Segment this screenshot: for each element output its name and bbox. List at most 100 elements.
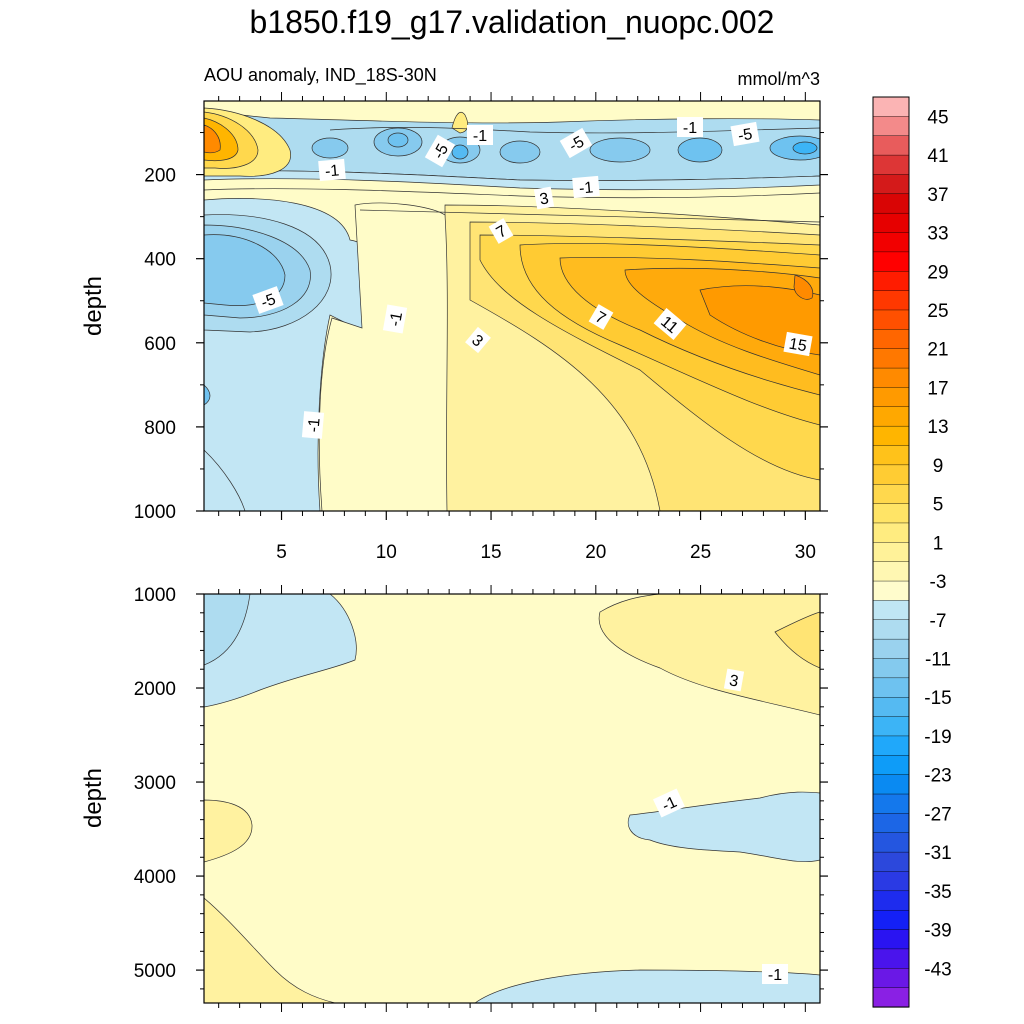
colorbar-label: -7 bbox=[930, 611, 947, 632]
lower-x-axis bbox=[218, 585, 806, 1012]
upper-y-tick-label: 400 bbox=[144, 250, 176, 271]
lower-contour-fill bbox=[204, 594, 820, 1003]
contour-label: -1 bbox=[318, 158, 346, 182]
colorbar-swatch bbox=[872, 600, 910, 621]
colorbar-swatch bbox=[872, 116, 910, 137]
colorbar-label: 41 bbox=[927, 146, 948, 167]
lower-contour-labels: 3 -1 -1 bbox=[652, 668, 788, 984]
colorbar-swatch bbox=[872, 968, 910, 989]
contour-label: -5 bbox=[730, 121, 760, 147]
contour-label: -1 bbox=[467, 125, 493, 145]
colorbar-label: -31 bbox=[924, 843, 951, 864]
colorbar-label: -23 bbox=[924, 766, 951, 787]
colorbar-swatch bbox=[872, 367, 910, 389]
contour-label-text: -1 bbox=[324, 162, 340, 180]
contour-label: 3 bbox=[465, 326, 491, 354]
colorbar-swatch bbox=[872, 851, 910, 873]
contour-label-box bbox=[465, 326, 491, 354]
upper-x-tick-label: 30 bbox=[795, 542, 816, 563]
contour-label-box bbox=[723, 668, 745, 692]
colorbar-swatch bbox=[872, 464, 910, 485]
contour-label: -1 bbox=[677, 117, 703, 137]
contour-label: -1 bbox=[301, 411, 325, 439]
colorbar-swatch bbox=[872, 96, 910, 117]
upper-x-tick-label: 25 bbox=[690, 542, 711, 563]
upper-y-axis-title: depth bbox=[80, 276, 107, 336]
colorbar-label: 25 bbox=[927, 301, 948, 322]
colorbar-swatch bbox=[872, 716, 910, 737]
colorbar-label: -39 bbox=[924, 921, 951, 942]
contour-label: -5 bbox=[252, 286, 284, 314]
colorbar-swatch bbox=[872, 135, 910, 156]
colorbar-label: -3 bbox=[930, 572, 947, 593]
colorbar-swatch bbox=[872, 813, 910, 834]
contour-label-box bbox=[424, 134, 456, 168]
contour-label-box bbox=[467, 125, 493, 145]
contour-label: -1 bbox=[762, 964, 788, 984]
contour-label-box bbox=[652, 788, 686, 818]
colorbar-label: -43 bbox=[924, 959, 951, 980]
upper-x-tick-label: 15 bbox=[480, 542, 501, 563]
colorbar-label: 13 bbox=[927, 417, 948, 438]
contour-label-box bbox=[762, 964, 788, 984]
upper-contour-labels: -1 -5 -1 -5 -1 -5 -1 3 7 -5 -1 7 11 3 15 -1 bbox=[252, 117, 813, 439]
colorbar-swatch bbox=[872, 697, 910, 718]
contour-label-text: 3 bbox=[728, 672, 740, 690]
lower-panel: 1000 2000 3000 4000 5000 3 -1 -1 depth bbox=[80, 585, 828, 1012]
colorbar-swatch bbox=[872, 542, 910, 563]
colorbar-swatch bbox=[872, 503, 910, 524]
contour-label-box bbox=[533, 186, 555, 210]
units-label: mmol/m^3 bbox=[738, 69, 820, 89]
colorbar-swatch bbox=[872, 658, 910, 679]
colorbar-label: -27 bbox=[924, 804, 951, 825]
colorbar-swatch bbox=[872, 832, 910, 853]
colorbar-label: -35 bbox=[924, 882, 951, 903]
colorbar-label: -15 bbox=[924, 688, 951, 709]
contour-label-box bbox=[301, 411, 325, 439]
lower-y-tick-label: 1000 bbox=[134, 585, 176, 606]
contour-label-box bbox=[559, 127, 593, 159]
contour-label-box bbox=[252, 286, 284, 314]
contour-label-text: -5 bbox=[737, 126, 754, 145]
colorbar-swatch bbox=[872, 909, 910, 931]
contour-label: 3 bbox=[533, 186, 555, 210]
contour-label-text: 15 bbox=[788, 336, 809, 356]
colorbar-swatch bbox=[872, 755, 910, 776]
colorbar-swatch bbox=[872, 987, 910, 1008]
colorbar-swatch bbox=[872, 561, 910, 582]
colorbar-swatch bbox=[872, 387, 910, 408]
colorbar-swatch bbox=[872, 638, 910, 660]
colorbar-label: 29 bbox=[927, 262, 948, 283]
contour-label-box bbox=[318, 158, 346, 182]
upper-contour-fill bbox=[204, 101, 820, 511]
colorbar-swatch bbox=[872, 251, 910, 272]
colorbar-swatch bbox=[872, 677, 910, 698]
lower-y-axis: 1000 2000 3000 4000 5000 bbox=[134, 585, 828, 990]
colorbar-swatch bbox=[872, 271, 910, 292]
colorbar-label: 37 bbox=[927, 185, 948, 206]
upper-x-axis: 5 10 15 20 25 30 bbox=[218, 92, 816, 563]
lower-y-axis-title: depth bbox=[80, 768, 107, 828]
upper-y-tick-label: 1000 bbox=[134, 502, 176, 523]
contour-label-box bbox=[382, 304, 408, 334]
contour-label: -5 bbox=[424, 134, 456, 168]
colorbar-label: 33 bbox=[927, 224, 948, 245]
colorbar-swatch bbox=[872, 154, 910, 176]
colorbar-frame bbox=[872, 96, 910, 1008]
colorbar-swatch bbox=[872, 948, 910, 969]
colorbar-label: -11 bbox=[925, 649, 951, 670]
colorbar bbox=[872, 96, 910, 1008]
colorbar-swatch bbox=[872, 774, 910, 795]
colorbar-swatch bbox=[872, 309, 910, 330]
contour-label: -1 bbox=[652, 788, 686, 818]
contour-label-box bbox=[653, 307, 687, 341]
colorbar-swatch bbox=[872, 580, 910, 602]
colorbar-label: 21 bbox=[927, 340, 948, 361]
contour-label-box bbox=[588, 304, 614, 330]
contour-label-box bbox=[572, 175, 600, 199]
contour-label: 7 bbox=[488, 218, 514, 244]
contour-label-box bbox=[783, 331, 813, 357]
lower-y-tick-label: 2000 bbox=[134, 679, 176, 700]
colorbar-swatch bbox=[872, 290, 910, 311]
